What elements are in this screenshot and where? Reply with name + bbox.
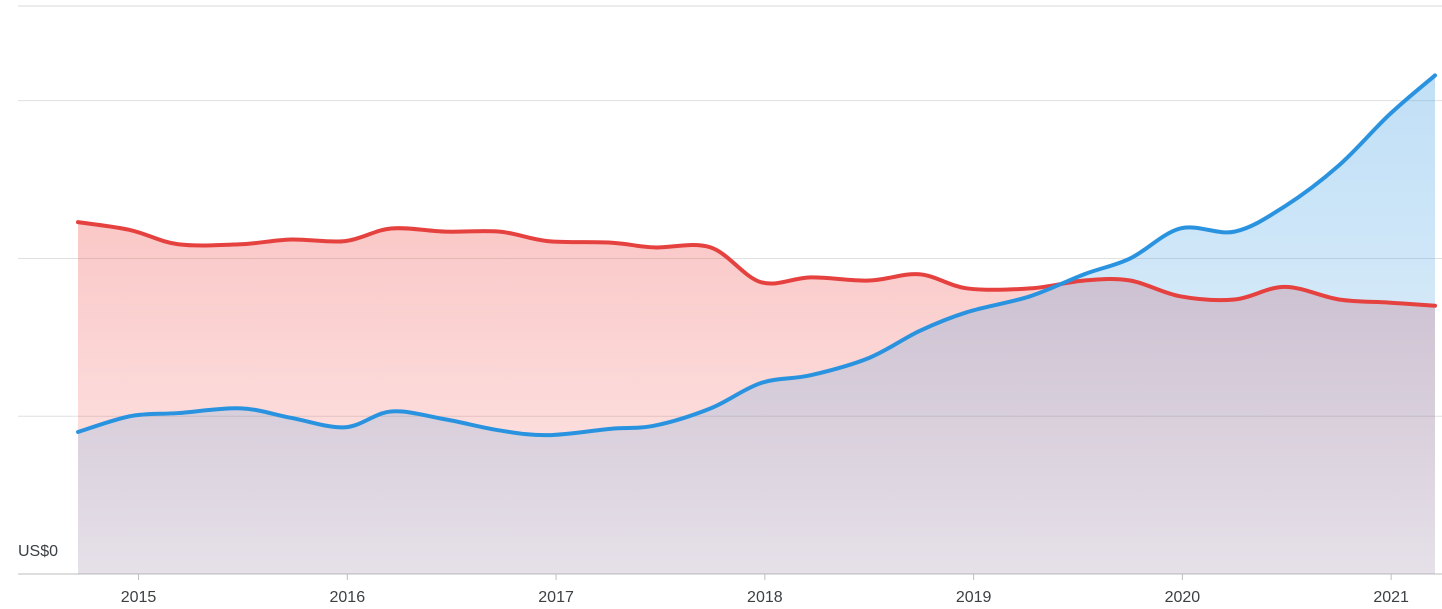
area [78, 75, 1435, 574]
line [76, 73, 1437, 438]
x-tick-label: 2017 [538, 589, 574, 606]
x-tick-label: 2016 [330, 589, 366, 606]
y-tick-label: US$0 [18, 543, 58, 560]
x-tick-label: 2018 [747, 589, 783, 606]
x-tick-label: 2015 [121, 589, 157, 606]
line [76, 220, 1437, 308]
x-tick-label: 2019 [956, 589, 992, 606]
x-tick-label: 2020 [1165, 589, 1201, 606]
x-tick-label: 2021 [1373, 589, 1409, 606]
